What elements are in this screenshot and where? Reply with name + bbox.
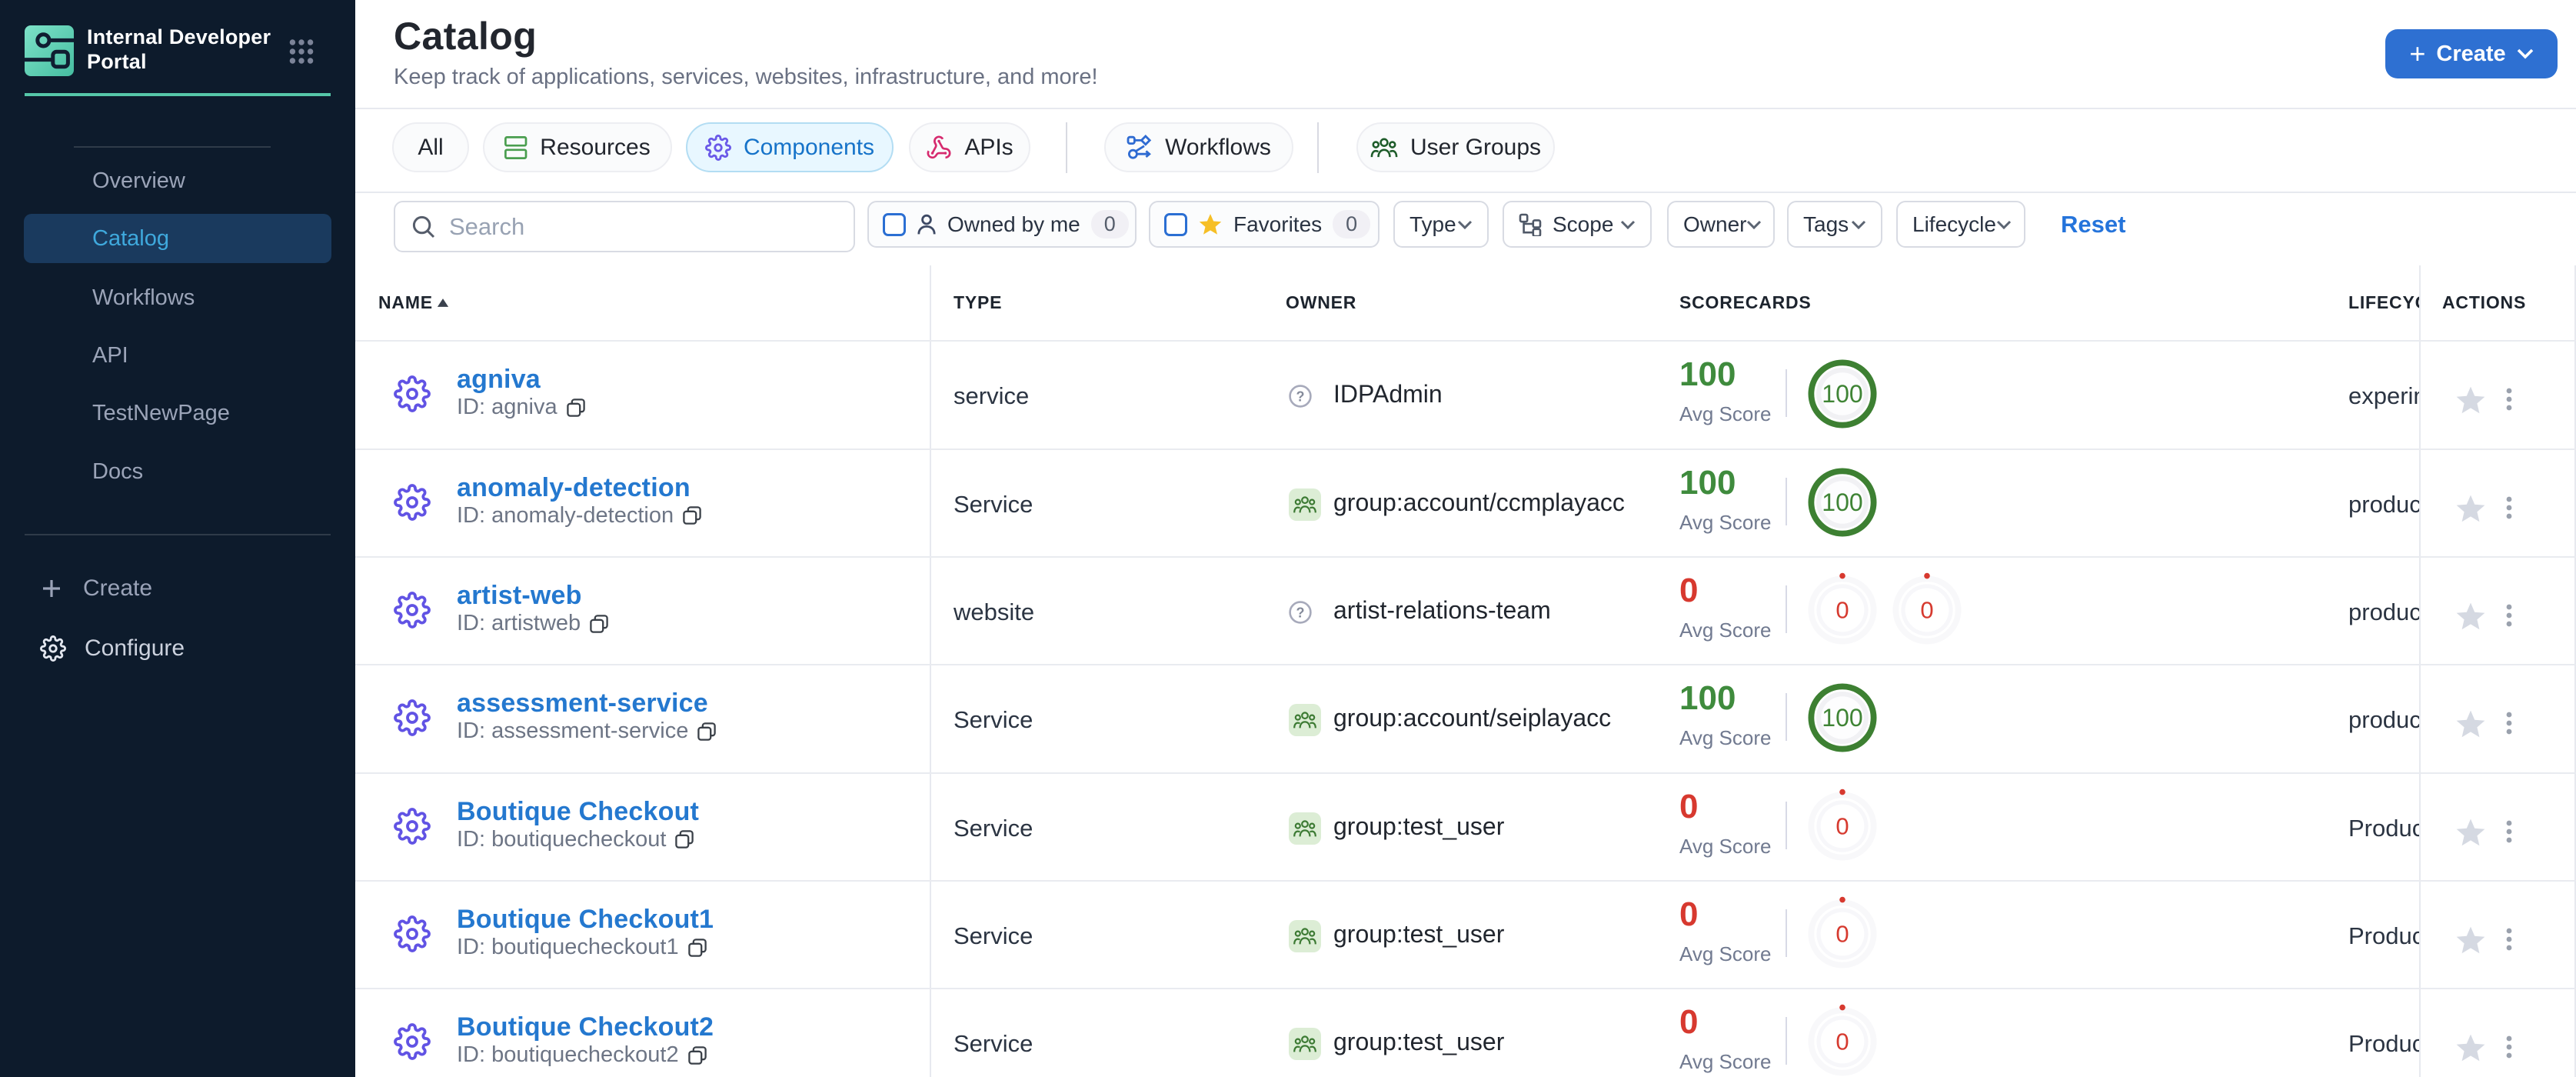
svg-text:100: 100: [1822, 488, 1862, 516]
svg-text:0: 0: [1835, 921, 1849, 948]
svg-text:0: 0: [1920, 597, 1933, 624]
svg-text:0: 0: [1835, 1029, 1849, 1055]
svg-text:?: ?: [1296, 389, 1305, 405]
svg-text:0: 0: [1835, 812, 1849, 839]
svg-text:0: 0: [1835, 597, 1849, 624]
svg-text:100: 100: [1822, 704, 1862, 732]
svg-text:100: 100: [1822, 380, 1862, 408]
svg-text:?: ?: [1296, 605, 1305, 620]
